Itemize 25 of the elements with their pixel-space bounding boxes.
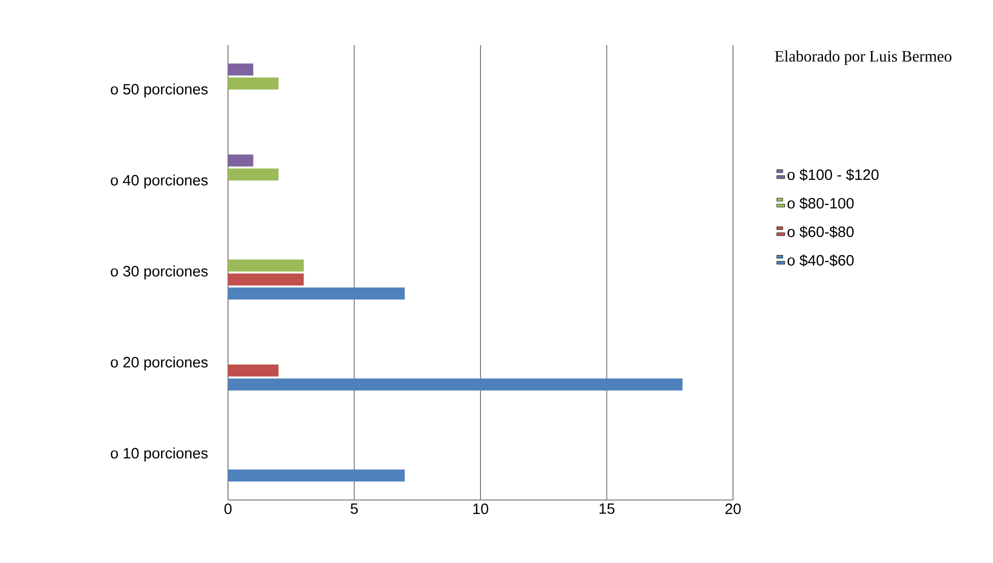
x-tick-label: 5 bbox=[350, 504, 358, 514]
bar bbox=[228, 64, 254, 76]
bar bbox=[228, 154, 254, 166]
bar bbox=[228, 287, 405, 300]
bar bbox=[228, 273, 304, 286]
bar bbox=[228, 77, 279, 90]
legend-label: o $100 - $120 bbox=[788, 168, 879, 181]
bar bbox=[228, 378, 683, 390]
y-tick-label: o 50 porciones bbox=[110, 84, 208, 98]
bar bbox=[228, 364, 279, 376]
legend-label: o $40-$60 bbox=[788, 254, 854, 267]
y-tick-label: o 20 porciones bbox=[110, 356, 208, 370]
bar bbox=[228, 168, 279, 180]
x-tick-label: 20 bbox=[725, 504, 741, 514]
x-tick-label: 10 bbox=[473, 504, 488, 514]
x-tick-label: 15 bbox=[600, 504, 614, 514]
legend-label: o $80-100 bbox=[788, 197, 854, 210]
x-tick-label: 0 bbox=[224, 504, 232, 514]
y-tick-label: o 30 porciones bbox=[110, 266, 208, 280]
y-tick-label: o 40 porciones bbox=[110, 174, 208, 188]
legend-label: o $60-$80 bbox=[788, 226, 854, 238]
y-tick-label: o 10 porciones bbox=[110, 448, 208, 462]
bar bbox=[228, 259, 304, 272]
text: Elaborado por Luis Bermeo bbox=[774, 50, 952, 65]
bar bbox=[228, 469, 405, 482]
